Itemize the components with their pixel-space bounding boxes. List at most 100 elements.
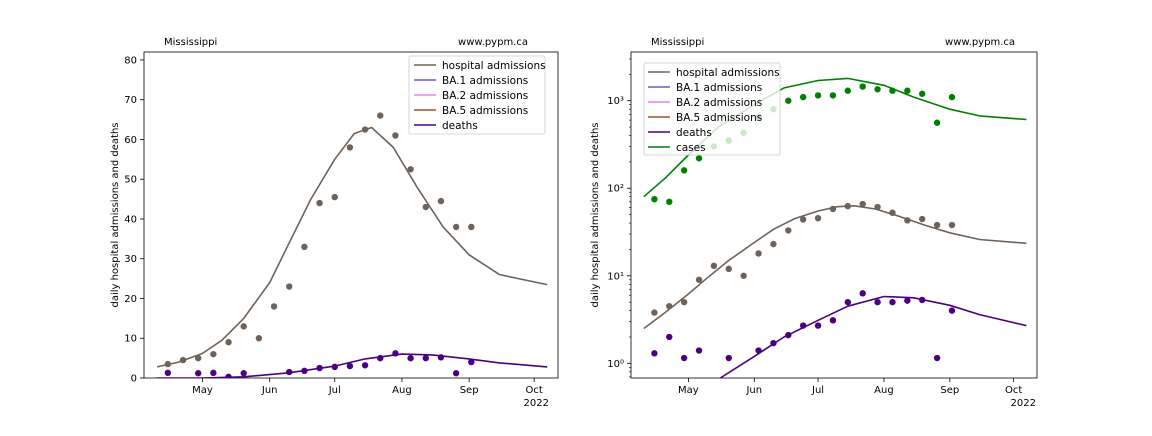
data-point-deaths: [164, 369, 172, 377]
data-point-deaths: [194, 370, 202, 377]
x-tick-label: Jun: [745, 385, 762, 396]
data-point-hospital-admissions: [933, 221, 941, 229]
data-point-hospital-admissions: [919, 215, 926, 223]
chart-title-right: www.pypm.ca: [458, 37, 528, 48]
data-point-cases: [859, 83, 866, 90]
y-tick-label: 10: [124, 334, 137, 345]
x-tick-label: Jun: [261, 385, 278, 396]
series-line-deaths: [719, 295, 1027, 378]
data-point-deaths: [346, 362, 354, 370]
data-point-cases: [829, 92, 837, 99]
data-point-cases: [814, 92, 822, 99]
data-point-hospital-admissions: [651, 309, 658, 316]
data-point-deaths: [948, 307, 956, 314]
legend-item-ba2-admissions: BA.2 admissions: [676, 97, 762, 109]
data-point-cases: [933, 119, 941, 126]
data-point-deaths: [933, 354, 941, 362]
data-point-deaths: [814, 322, 822, 329]
y-tick-label: 20: [124, 294, 137, 305]
x-tick-label: Sep: [460, 385, 479, 396]
data-point-hospital-admissions: [422, 203, 429, 211]
data-point-deaths: [422, 354, 429, 362]
x-tick-label: Aug: [392, 385, 412, 396]
series-line-deaths: [157, 353, 548, 378]
y-tick-label: 10⁰: [607, 359, 624, 370]
data-point-hospital-admissions: [695, 276, 703, 283]
data-point-deaths: [407, 354, 414, 362]
data-point-deaths: [844, 298, 852, 306]
x-tick-label: Sep: [940, 385, 959, 396]
data-point-hospital-admissions: [255, 335, 263, 342]
data-point-deaths: [889, 298, 896, 306]
data-point-hospital-admissions: [814, 214, 822, 222]
data-point-deaths: [904, 297, 911, 304]
data-point-hospital-admissions: [799, 216, 807, 223]
data-point-cases: [799, 93, 807, 101]
x-tick-label: Aug: [874, 385, 894, 396]
data-point-deaths: [651, 350, 658, 357]
legend-item-deaths: deaths: [676, 127, 712, 139]
chart-marks: May Jun Jul Aug Sep Oct 10⁰ 10¹ 10² 10³: [607, 58, 1027, 396]
data-point-hospital-admissions: [377, 112, 384, 119]
x-tick-label: May: [192, 385, 213, 396]
data-point-cases: [948, 93, 956, 101]
data-point-cases: [919, 90, 926, 97]
data-point-hospital-admissions: [346, 144, 354, 151]
data-point-hospital-admissions: [437, 197, 445, 205]
y-tick-label: 60: [124, 135, 137, 146]
data-point-deaths: [874, 298, 881, 306]
x-axis-year-label: 2022: [524, 398, 549, 409]
data-point-hospital-admissions: [948, 221, 956, 229]
data-point-deaths: [725, 354, 732, 362]
data-point-deaths: [452, 370, 460, 377]
data-point-cases: [785, 97, 792, 104]
series-line-hospital-admissions: [643, 205, 1027, 330]
legend-item-hospital-admissions: hospital admissions: [676, 67, 780, 79]
data-point-hospital-admissions: [452, 223, 460, 231]
y-tick-label: 10²: [607, 184, 624, 195]
data-point-hospital-admissions: [286, 283, 293, 290]
data-point-hospital-admissions: [770, 240, 777, 248]
chart-legend: hospital admissions BA.1 admissions BA.2…: [643, 62, 781, 156]
linear-chart-panel: Mississippi www.pypm.ca daily hospital a…: [110, 37, 559, 409]
x-tick-label: Jul: [328, 385, 341, 396]
legend-item-cases: cases: [676, 142, 706, 154]
y-axis-label: daily hospital admissions and deaths: [590, 122, 601, 307]
data-point-hospital-admissions: [859, 200, 866, 208]
chart-marks: May Jun Jul Aug Sep Oct 0 10 20 30 40 50 60 70 80: [124, 55, 548, 396]
x-tick-label: Oct: [526, 385, 543, 396]
y-tick-label: 10¹: [607, 271, 624, 282]
data-point-deaths: [468, 358, 475, 366]
data-point-hospital-admissions: [240, 323, 247, 330]
data-point-deaths: [210, 369, 217, 377]
y-tick-label: 80: [124, 55, 137, 66]
x-tick-label: Jul: [811, 385, 824, 396]
y-tick-label: 50: [124, 175, 137, 186]
data-point-deaths: [361, 362, 369, 369]
series-line-hospital-admissions: [156, 126, 548, 368]
data-point-cases: [904, 87, 911, 94]
data-point-cases: [680, 167, 688, 174]
data-point-cases: [874, 86, 881, 93]
y-tick-label: 10³: [607, 96, 624, 107]
data-point-deaths: [695, 347, 703, 354]
legend-item-ba5-admissions: BA.5 admissions: [442, 105, 528, 117]
chart-title-right: www.pypm.ca: [945, 37, 1015, 48]
data-point-hospital-admissions: [407, 166, 414, 173]
x-tick-label: Oct: [1005, 385, 1022, 396]
chart-title-left: Mississippi: [164, 37, 217, 48]
y-tick-label: 30: [124, 254, 137, 265]
data-point-hospital-admissions: [270, 303, 278, 310]
data-point-deaths: [829, 317, 837, 324]
legend-item-deaths: deaths: [442, 120, 478, 132]
log-chart-panel: Mississippi www.pypm.ca daily hospital a…: [590, 37, 1038, 409]
data-point-cases: [666, 198, 673, 206]
data-point-hospital-admissions: [301, 243, 308, 251]
legend-item-ba1-admissions: BA.1 admissions: [442, 75, 528, 87]
data-point-deaths: [240, 370, 247, 377]
y-tick-label: 40: [124, 214, 137, 225]
data-point-hospital-admissions: [468, 223, 475, 231]
data-point-hospital-admissions: [725, 265, 732, 273]
data-point-hospital-admissions: [392, 132, 399, 139]
